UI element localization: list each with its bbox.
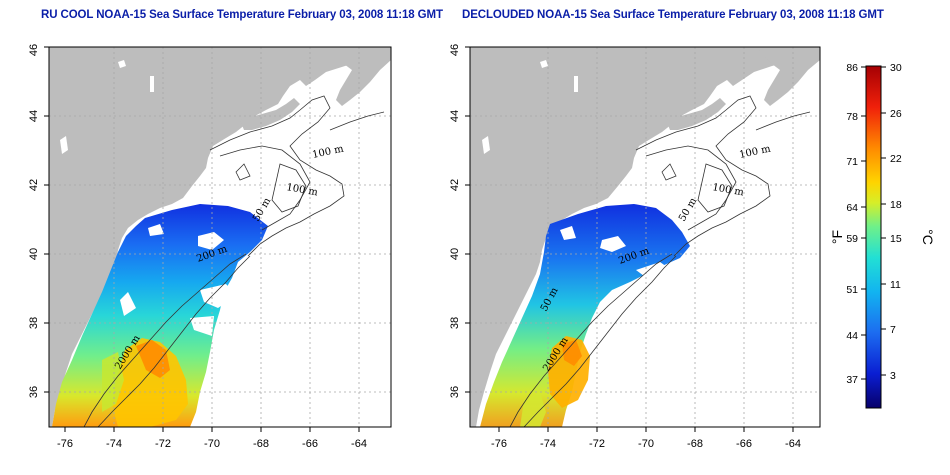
colorbar-f-label: 64 (846, 202, 858, 214)
lon-tick: -70 (638, 438, 654, 450)
colorbar-c-label: 3 (890, 370, 896, 382)
lat-tick: 42 (449, 179, 461, 191)
lon-tick: -64 (351, 438, 367, 450)
colorbar-f-label: 51 (846, 284, 858, 296)
lat-tick: 38 (28, 317, 40, 329)
colorbar-f-label: 86 (846, 62, 858, 74)
lon-tick: -70 (204, 438, 220, 450)
colorbar-f-label: 78 (846, 111, 858, 123)
colorbar-c-label: 7 (890, 324, 896, 336)
map-frame-left (48, 46, 392, 428)
unit-celsius: °C (920, 229, 936, 245)
lat-tick: 40 (449, 248, 461, 260)
colorbar-c-label: 30 (890, 62, 902, 74)
lon-tick: -64 (785, 438, 801, 450)
colorbar-f-label: 71 (846, 156, 858, 168)
colorbar-c-label: 11 (890, 279, 901, 291)
lon-tick: -72 (589, 438, 605, 450)
lon-tick: -74 (540, 438, 556, 450)
lat-tick: 44 (28, 110, 40, 122)
lat-tick-labels-right: 36 38 40 42 44 46 (449, 44, 461, 398)
colorbar-c-label: 18 (890, 199, 902, 211)
lat-tick: 38 (449, 317, 461, 329)
lon-tick: -72 (155, 438, 171, 450)
lat-tick: 36 (449, 386, 461, 398)
unit-fahrenheit: °F (829, 230, 845, 244)
map-title-raw: RU COOL NOAA-15 Sea Surface Temperature … (41, 9, 443, 21)
lon-tick: -76 (491, 438, 507, 450)
lon-tick: -66 (302, 438, 318, 450)
lon-tick: -68 (253, 438, 269, 450)
colorbar: 86 78 71 64 59 51 44 37 30 26 22 18 15 1… (829, 62, 936, 409)
map-panel-left: 100 m 100 m 50 m 200 m 2000 m (49, 47, 391, 427)
lon-tick: -66 (736, 438, 752, 450)
colorbar-gradient (865, 65, 882, 409)
colorbar-f-label: 44 (846, 330, 858, 342)
lat-tick: 46 (449, 44, 461, 56)
axis-ticks-right (465, 46, 794, 432)
lat-tick: 46 (28, 44, 40, 56)
map-panel-right: 100 m 100 m 50 m 200 m 50 m 2000 m (470, 47, 820, 427)
land-mass (49, 47, 391, 427)
lon-tick: -68 (687, 438, 703, 450)
map-frame-right (469, 46, 821, 428)
colorbar-c-label: 15 (890, 233, 902, 245)
colorbar-c-label: 26 (890, 108, 902, 120)
lon-tick: -76 (57, 438, 73, 450)
lon-tick: -74 (106, 438, 122, 450)
lon-tick-labels-right: -76 -74 -72 -70 -68 -66 -64 (491, 438, 801, 450)
colorbar-f-label: 59 (846, 233, 858, 245)
lat-tick: 36 (28, 386, 40, 398)
lon-tick-labels-left: -76 -74 -72 -70 -68 -66 -64 (57, 438, 367, 450)
map-title-declouded: DECLOUDED NOAA-15 Sea Surface Temperatur… (462, 9, 884, 21)
colorbar-f-label: 37 (846, 374, 858, 386)
lat-tick: 40 (28, 248, 40, 260)
axis-ticks-left (44, 46, 360, 432)
lat-tick: 44 (449, 110, 461, 122)
lat-tick: 42 (28, 179, 40, 191)
lat-tick-labels-left: 36 38 40 42 44 46 (28, 44, 40, 398)
colorbar-c-label: 22 (890, 153, 902, 165)
